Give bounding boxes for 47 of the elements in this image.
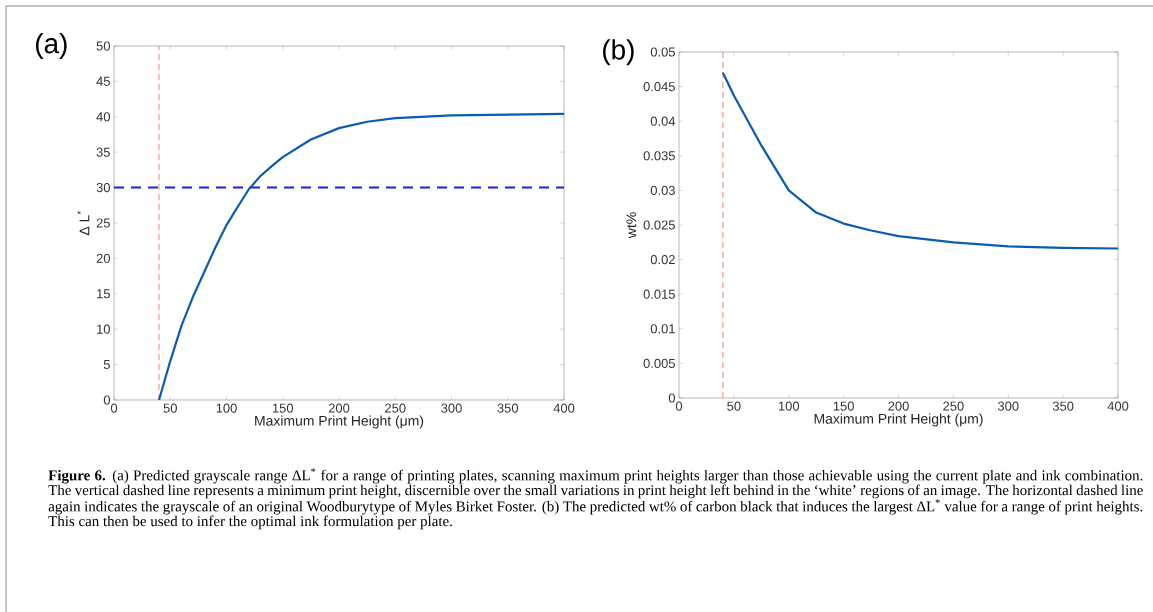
- x-tick-label: 50: [727, 401, 741, 411]
- y-tick-label: 0.02: [650, 255, 675, 265]
- x-tick-label: 300: [997, 401, 1019, 411]
- y-tick-label: 35: [96, 147, 110, 157]
- y-tick-label: 0.04: [650, 116, 676, 126]
- x-tick-label: 400: [553, 403, 575, 413]
- y-tick-label: 40: [96, 112, 110, 122]
- x-tick-label: 300: [441, 403, 462, 413]
- y-tick-label: 0.045: [643, 82, 675, 92]
- y-tick-label: 15: [97, 289, 110, 299]
- x-tick-label: 400: [1107, 401, 1129, 411]
- y-tick-label: 30: [96, 183, 110, 193]
- x-tick-label: 100: [778, 401, 800, 411]
- x-tick-label: 150: [272, 403, 294, 413]
- x-tick-label: 200: [328, 403, 350, 413]
- y-axis-title: Δ L$^{*}$: [77, 211, 90, 236]
- line-series: [721, 71, 1119, 250]
- y-tick-label: 20: [96, 253, 110, 263]
- chart-title: (b): [603, 39, 634, 66]
- x-tick-label: 150: [833, 401, 854, 411]
- y-tick-label: 10: [97, 324, 110, 334]
- y-tick-label: 0.015: [643, 289, 675, 299]
- chart-title: (a): [36, 32, 67, 59]
- y-axis-title: wt%: [626, 212, 637, 239]
- y-tick-label: 5: [103, 360, 110, 370]
- x-tick-label: 50: [163, 403, 177, 413]
- x-tick-label: 350: [497, 403, 519, 413]
- x-tick-label: 250: [943, 401, 964, 411]
- x-tick-label: 0: [110, 403, 118, 413]
- x-tick-label: 250: [385, 403, 406, 413]
- y-tick-label: 0.05: [650, 47, 675, 57]
- y-tick-label: 0.03: [650, 185, 675, 195]
- y-tick-label: 0: [668, 393, 675, 403]
- y-tick-label: 0.005: [643, 358, 675, 368]
- x-tick-label: 100: [216, 403, 237, 413]
- x-axis-title: Maximum Print Height (μm): [255, 415, 424, 429]
- y-tick-label: 25: [96, 218, 110, 228]
- y-tick-label: 0.035: [643, 151, 675, 161]
- y-tick-label: 50: [96, 41, 110, 51]
- x-tick-label: 0: [675, 401, 683, 411]
- x-tick-label: 200: [888, 401, 909, 411]
- x-tick-label: 350: [1052, 401, 1074, 411]
- y-tick-label: 45: [96, 76, 110, 86]
- y-tick-label: 0.025: [643, 220, 675, 230]
- text: Figure 6. (a) Predicted grayscale range ΔL$^{*}$ for a range of printing plates, scanning maximum print heights larger than those achievable using the current plate and ink combination. The vertical dashed line represents a minimum print height, discernible over the small variations in print height left behind in the ‘white’ regions of an image. The horizontal dashed line again indicates the grayscale of an original Woodburytype of Myles Birket Foster. (b) The predicted wt% of carbon black that induces the largest ΔL$^{*}$ value for a range of print heights. This can then be used to infer the optimal ink formulation per plate.: [48, 468, 1143, 530]
- y-tick-label: 0.01: [650, 324, 675, 334]
- x-axis-title: Maximum Print Height (μm): [814, 413, 983, 427]
